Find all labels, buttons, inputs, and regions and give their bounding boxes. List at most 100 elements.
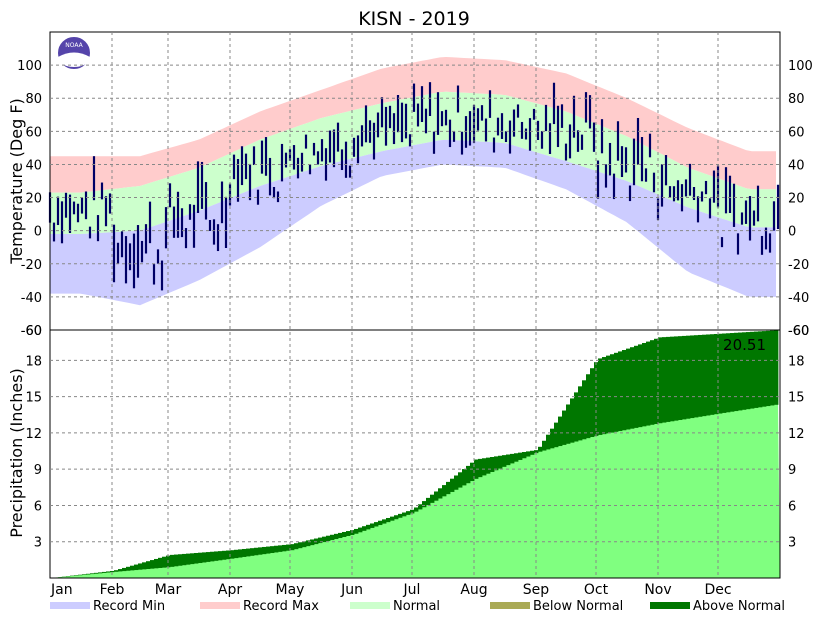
- above-normal-precipitation: [226, 550, 231, 560]
- above-normal-precipitation: [646, 341, 651, 426]
- month-label: Nov: [644, 582, 671, 598]
- above-normal-precipitation: [654, 338, 659, 425]
- above-normal-precipitation: [242, 548, 247, 557]
- above-normal-precipitation: [98, 572, 103, 574]
- temperature-left-tick-label: -60: [21, 324, 42, 339]
- above-normal-precipitation: [558, 416, 563, 447]
- above-normal-precipitation: [462, 469, 467, 486]
- above-normal-precipitation: [686, 335, 691, 419]
- noaa-logo-text: NOAA: [65, 42, 83, 49]
- legend-swatch: [50, 602, 90, 609]
- above-normal-precipitation: [578, 386, 583, 441]
- above-normal-precipitation: [178, 554, 183, 566]
- above-normal-precipitation: [158, 557, 163, 568]
- legend-swatch: [650, 602, 690, 609]
- above-normal-precipitation: [422, 501, 427, 508]
- above-normal-precipitation: [186, 553, 191, 565]
- above-normal-precipitation: [290, 544, 295, 551]
- precipitation-right-tick-label: 9: [788, 463, 796, 478]
- above-normal-precipitation: [230, 550, 235, 559]
- above-normal-precipitation: [542, 440, 547, 451]
- above-normal-precipitation: [766, 330, 771, 407]
- record-min-band: [50, 139, 776, 306]
- precipitation-right-tick-label: 3: [788, 536, 796, 551]
- temperature-right-tick-label: 40: [788, 158, 805, 173]
- above-normal-precipitation: [670, 336, 675, 422]
- above-normal-precipitation: [746, 332, 751, 410]
- above-normal-precipitation: [490, 457, 495, 472]
- record-max-band: [50, 57, 776, 193]
- above-normal-precipitation: [334, 533, 339, 540]
- temperature-panel: [48, 57, 780, 306]
- chart-title: KISN - 2019: [358, 8, 470, 30]
- above-normal-precipitation: [106, 571, 111, 573]
- precipitation-left-tick-label: 3: [34, 536, 42, 551]
- above-normal-precipitation: [362, 526, 367, 531]
- temperature-right-tick-label: 0: [788, 225, 796, 240]
- above-normal-precipitation: [570, 398, 575, 443]
- above-normal-precipitation: [606, 355, 611, 434]
- above-normal-precipitation: [206, 552, 211, 562]
- above-normal-precipitation: [610, 354, 615, 433]
- above-normal-precipitation: [426, 497, 431, 506]
- temperature-right-tick-label: 60: [788, 125, 805, 140]
- above-normal-precipitation: [294, 543, 299, 550]
- precipitation-left-tick-label: 6: [34, 499, 42, 514]
- above-normal-precipitation: [562, 410, 567, 445]
- above-normal-precipitation: [418, 504, 423, 510]
- above-normal-precipitation: [194, 552, 199, 564]
- above-normal-precipitation: [102, 571, 107, 573]
- above-normal-precipitation: [678, 336, 683, 421]
- above-normal-precipitation: [310, 539, 315, 546]
- above-normal-precipitation: [278, 545, 283, 552]
- above-normal-precipitation: [126, 566, 131, 571]
- above-normal-precipitation: [78, 574, 83, 576]
- above-normal-precipitation: [234, 549, 239, 559]
- above-normal-precipitation: [538, 446, 543, 452]
- precipitation-left-tick-label: 18: [25, 354, 42, 369]
- above-normal-precipitation: [326, 535, 331, 542]
- above-normal-precipitation: [270, 546, 275, 554]
- month-label: Feb: [100, 582, 125, 598]
- above-normal-precipitation: [162, 556, 167, 568]
- above-normal-precipitation: [354, 528, 359, 534]
- above-normal-precipitation: [726, 333, 731, 413]
- above-normal-precipitation: [250, 548, 255, 556]
- above-normal-precipitation: [410, 509, 415, 514]
- above-normal-precipitation: [174, 554, 179, 567]
- month-label: Sep: [523, 582, 550, 598]
- above-normal-precipitation: [698, 334, 703, 417]
- month-label: Jun: [340, 582, 363, 598]
- above-normal-precipitation: [590, 368, 595, 438]
- above-normal-precipitation: [602, 357, 607, 435]
- above-normal-precipitation: [170, 554, 175, 567]
- temperature-right-tick-label: -20: [788, 258, 809, 273]
- above-normal-precipitation: [546, 434, 551, 450]
- above-normal-precipitation: [466, 465, 471, 484]
- above-normal-precipitation: [274, 545, 279, 553]
- temperature-left-tick-label: 40: [25, 158, 42, 173]
- above-normal-precipitation: [198, 552, 203, 564]
- temperature-left-tick-label: 20: [25, 192, 42, 207]
- above-normal-precipitation: [718, 333, 723, 414]
- precipitation-right-tick-label: 6: [788, 499, 796, 514]
- above-normal-precipitation: [754, 331, 759, 408]
- temperature-right-tick-label: 100: [788, 59, 813, 74]
- temperature-left-tick-label: 0: [34, 225, 42, 240]
- above-normal-precipitation: [662, 337, 667, 423]
- above-normal-precipitation: [258, 547, 263, 555]
- above-normal-precipitation: [302, 541, 307, 548]
- above-normal-precipitation: [514, 453, 519, 462]
- above-normal-precipitation: [414, 507, 419, 512]
- temperature-right-tick-label: -60: [788, 324, 809, 339]
- above-normal-precipitation: [446, 481, 451, 495]
- temperature-right-tick-label: 20: [788, 192, 805, 207]
- above-normal-precipitation: [638, 344, 643, 428]
- above-normal-precipitation: [666, 336, 671, 422]
- above-normal-precipitation: [214, 551, 219, 561]
- above-normal-precipitation: [254, 547, 259, 556]
- above-normal-precipitation: [478, 458, 483, 478]
- above-normal-precipitation: [534, 450, 539, 454]
- above-normal-precipitation: [734, 332, 739, 412]
- above-normal-precipitation: [286, 544, 291, 551]
